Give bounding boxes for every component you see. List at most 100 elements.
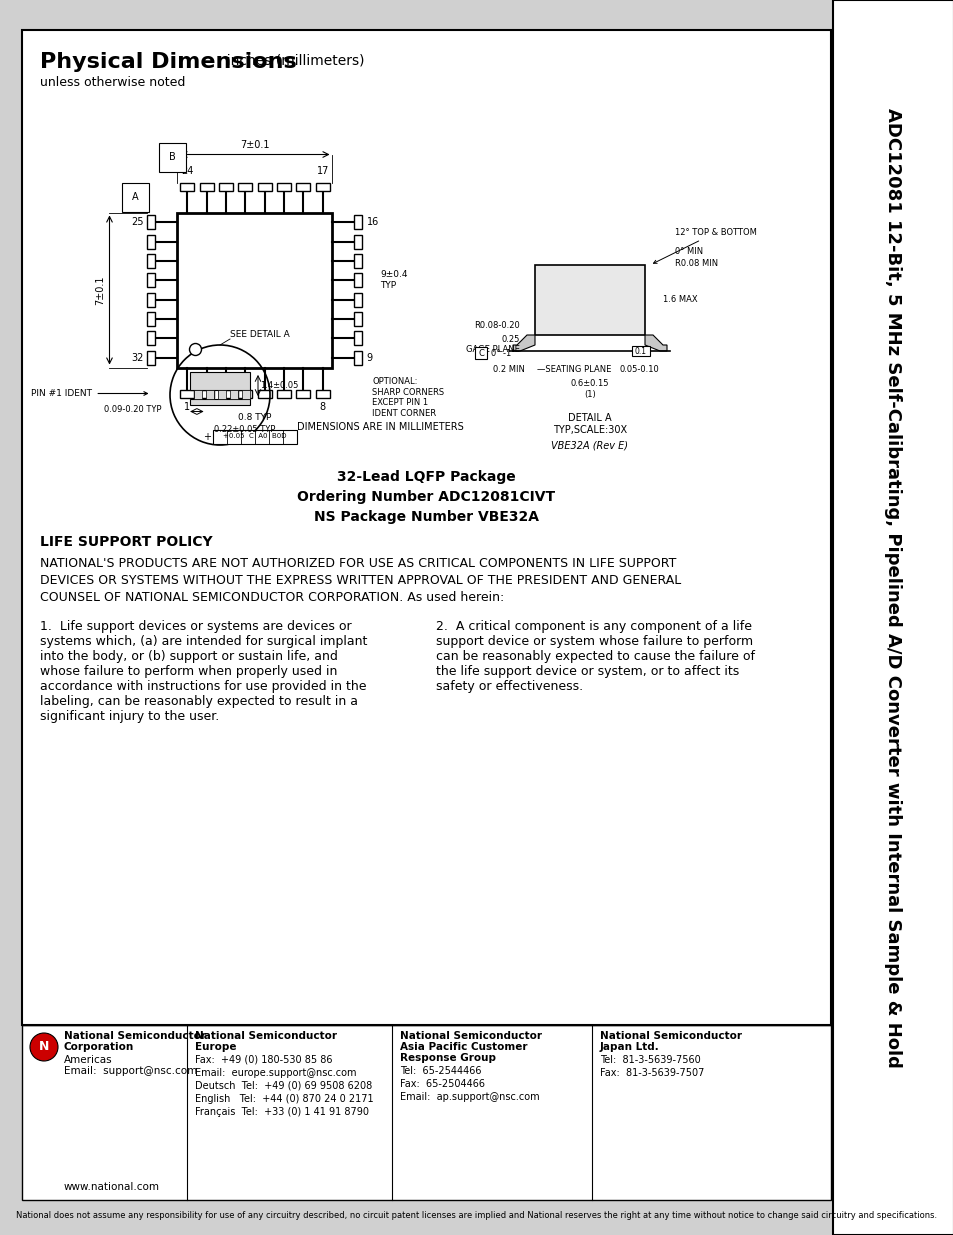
Text: Fax:  81-3-5639-7507: Fax: 81-3-5639-7507 xyxy=(599,1068,703,1078)
Bar xyxy=(199,389,213,398)
Text: 17: 17 xyxy=(316,167,329,177)
Text: 0.6±0.15: 0.6±0.15 xyxy=(570,378,609,388)
Bar xyxy=(355,254,362,268)
Text: C: C xyxy=(477,348,483,357)
Text: 0° -1°: 0° -1° xyxy=(491,348,515,357)
Text: 1: 1 xyxy=(184,401,190,411)
Text: N: N xyxy=(39,1041,50,1053)
Bar xyxy=(355,331,362,346)
Text: 0.8 TYP: 0.8 TYP xyxy=(238,414,272,422)
Text: labeling, can be reasonably expected to result in a: labeling, can be reasonably expected to … xyxy=(40,695,357,708)
Text: PIN #1 IDENT: PIN #1 IDENT xyxy=(31,389,148,398)
Text: National Semiconductor: National Semiconductor xyxy=(399,1031,541,1041)
Text: 1.  Life support devices or systems are devices or: 1. Life support devices or systems are d… xyxy=(40,620,352,634)
Text: 32: 32 xyxy=(131,353,143,363)
Text: Japan Ltd.: Japan Ltd. xyxy=(599,1042,659,1052)
Text: Français  Tel:  +33 (0) 1 41 91 8790: Français Tel: +33 (0) 1 41 91 8790 xyxy=(194,1107,369,1116)
Bar xyxy=(218,390,226,399)
Bar xyxy=(296,389,310,398)
Text: LIFE SUPPORT POLICY: LIFE SUPPORT POLICY xyxy=(40,535,213,550)
Bar xyxy=(213,430,296,443)
Text: Fax:  +49 (0) 180-530 85 86: Fax: +49 (0) 180-530 85 86 xyxy=(194,1055,333,1065)
Text: significant injury to the user.: significant injury to the user. xyxy=(40,710,219,722)
Text: OPTIONAL:
SHARP CORNERS
EXCEPT PIN 1
IDENT CORNER: OPTIONAL: SHARP CORNERS EXCEPT PIN 1 IDE… xyxy=(372,378,444,417)
Text: systems which, (a) are intended for surgical implant: systems which, (a) are intended for surg… xyxy=(40,635,367,648)
Text: NS Package Number VBE32A: NS Package Number VBE32A xyxy=(314,510,538,524)
Text: 7±0.1: 7±0.1 xyxy=(95,275,106,305)
Text: National Semiconductor: National Semiconductor xyxy=(194,1031,336,1041)
Bar xyxy=(257,183,272,190)
Text: National Semiconductor: National Semiconductor xyxy=(599,1031,741,1041)
Bar xyxy=(296,183,310,190)
Bar xyxy=(193,390,202,399)
Bar xyxy=(218,389,233,398)
Bar xyxy=(206,390,213,399)
Text: Email:  europe.support@nsc.com: Email: europe.support@nsc.com xyxy=(194,1068,356,1078)
Text: COUNSEL OF NATIONAL SEMICONDUCTOR CORPORATION. As used herein:: COUNSEL OF NATIONAL SEMICONDUCTOR CORPOR… xyxy=(40,592,504,604)
Bar xyxy=(148,293,155,306)
Text: Europe: Europe xyxy=(194,1042,236,1052)
Bar xyxy=(355,293,362,306)
Bar xyxy=(190,372,250,390)
Wedge shape xyxy=(44,1032,58,1047)
Bar xyxy=(276,183,291,190)
Bar xyxy=(148,351,155,364)
Bar xyxy=(355,215,362,230)
Text: R0.08 MIN: R0.08 MIN xyxy=(675,258,718,268)
Bar xyxy=(238,183,252,190)
Bar xyxy=(355,312,362,326)
Text: 0.25: 0.25 xyxy=(501,335,519,343)
Text: Email:  ap.support@nsc.com: Email: ap.support@nsc.com xyxy=(399,1092,539,1102)
Text: Email:  support@nsc.com: Email: support@nsc.com xyxy=(64,1066,197,1076)
Text: 9±0.4
TYP: 9±0.4 TYP xyxy=(380,270,408,290)
Bar xyxy=(631,346,649,356)
Text: +0.05  C  A0  B0D: +0.05 C A0 B0D xyxy=(223,433,287,440)
Text: Physical Dimensions: Physical Dimensions xyxy=(40,52,296,72)
Bar xyxy=(276,389,291,398)
Text: Response Group: Response Group xyxy=(399,1053,496,1063)
Polygon shape xyxy=(535,266,644,335)
Bar xyxy=(257,389,272,398)
Text: www.national.com: www.national.com xyxy=(64,1182,160,1192)
Text: Deutsch  Tel:  +49 (0) 69 9508 6208: Deutsch Tel: +49 (0) 69 9508 6208 xyxy=(194,1081,372,1091)
Text: unless otherwise noted: unless otherwise noted xyxy=(40,77,185,89)
Text: 0° MIN: 0° MIN xyxy=(675,247,702,256)
Text: 1.4±0.05: 1.4±0.05 xyxy=(260,382,298,390)
Text: 16: 16 xyxy=(366,217,378,227)
Text: inches (millimeters): inches (millimeters) xyxy=(218,54,364,68)
Text: NATIONAL'S PRODUCTS ARE NOT AUTHORIZED FOR USE AS CRITICAL COMPONENTS IN LIFE SU: NATIONAL'S PRODUCTS ARE NOT AUTHORIZED F… xyxy=(40,557,676,571)
Text: Corporation: Corporation xyxy=(64,1042,134,1052)
Text: 0.1: 0.1 xyxy=(635,347,646,356)
Text: 0.09-0.20 TYP: 0.09-0.20 TYP xyxy=(105,405,162,415)
Text: 1.6 MAX: 1.6 MAX xyxy=(662,295,697,305)
Bar xyxy=(242,390,250,399)
Text: English   Tel:  +44 (0) 870 24 0 2171: English Tel: +44 (0) 870 24 0 2171 xyxy=(194,1094,374,1104)
Text: 24: 24 xyxy=(181,167,193,177)
Bar xyxy=(148,215,155,230)
Text: —SEATING PLANE: —SEATING PLANE xyxy=(537,364,611,373)
Text: 25: 25 xyxy=(131,217,143,227)
Text: R0.08-0.20: R0.08-0.20 xyxy=(474,321,519,330)
Bar xyxy=(22,1025,830,1200)
Text: 12° TOP & BOTTOM: 12° TOP & BOTTOM xyxy=(653,228,756,263)
Text: the life support device or system, or to affect its: the life support device or system, or to… xyxy=(436,664,739,678)
Text: support device or system whose failure to perform: support device or system whose failure t… xyxy=(436,635,753,648)
Text: Tel:  65-2544466: Tel: 65-2544466 xyxy=(399,1066,481,1076)
Text: Americas: Americas xyxy=(64,1055,112,1065)
Bar xyxy=(355,351,362,364)
Text: +: + xyxy=(203,431,211,441)
Bar xyxy=(832,0,953,1235)
Text: 9: 9 xyxy=(366,353,373,363)
Bar xyxy=(177,212,333,368)
Text: (1): (1) xyxy=(583,390,596,399)
Bar xyxy=(190,399,250,405)
Polygon shape xyxy=(513,335,535,351)
Bar xyxy=(148,331,155,346)
Text: DIMENSIONS ARE IN MILLIMETERS: DIMENSIONS ARE IN MILLIMETERS xyxy=(296,422,463,432)
Text: can be reasonably expected to cause the failure of: can be reasonably expected to cause the … xyxy=(436,650,755,663)
Circle shape xyxy=(190,343,201,356)
Text: 0.2 MIN: 0.2 MIN xyxy=(493,364,524,373)
Text: National Semiconductor: National Semiconductor xyxy=(64,1031,206,1041)
Bar xyxy=(180,183,194,190)
Text: Fax:  65-2504466: Fax: 65-2504466 xyxy=(399,1079,484,1089)
